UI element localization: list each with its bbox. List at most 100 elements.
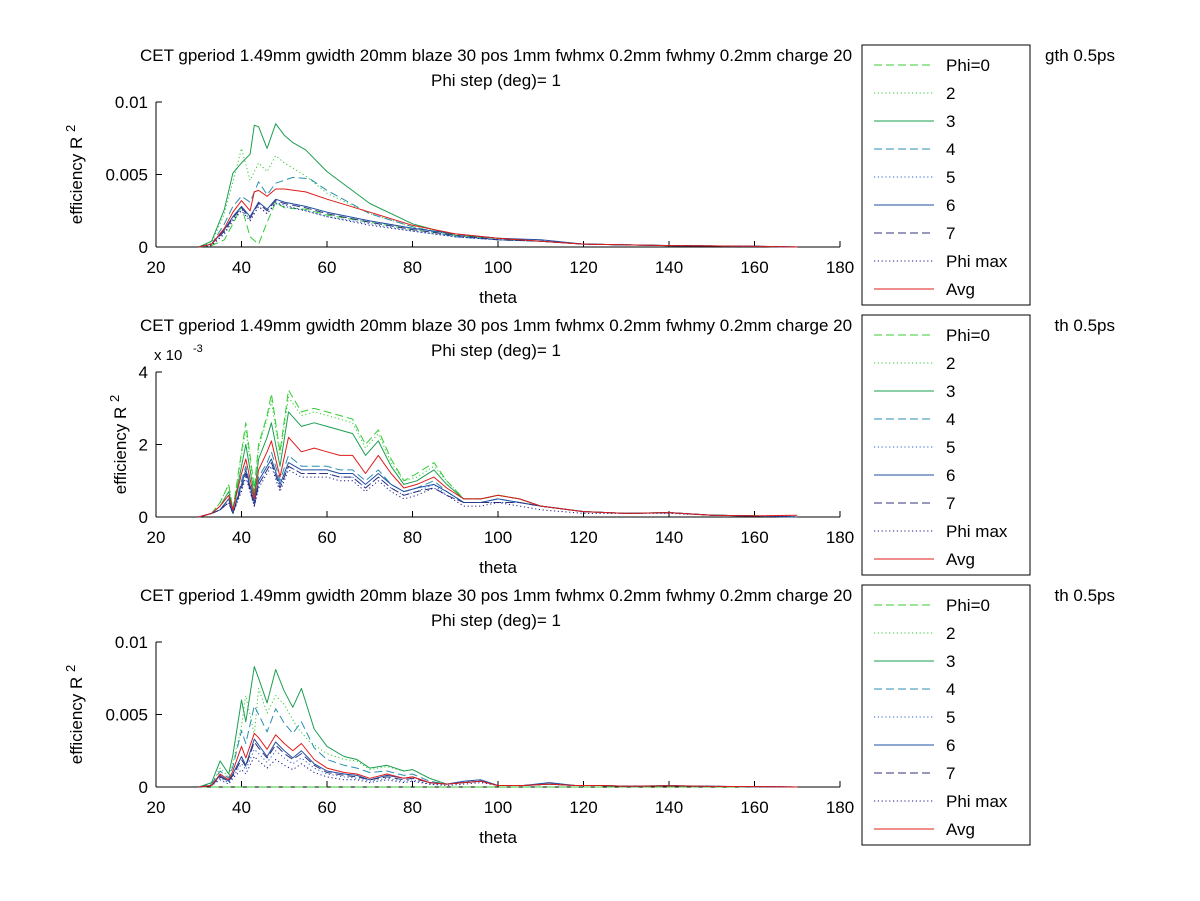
legend-item: 7 bbox=[874, 494, 955, 513]
x-tick-label: 20 bbox=[147, 798, 166, 817]
chart-title-tail: gth 0.5ps bbox=[1045, 46, 1115, 65]
legend-label: Phi max bbox=[946, 252, 1008, 271]
legend-label: 3 bbox=[946, 382, 955, 401]
legend-item: Phi=0 bbox=[874, 326, 990, 345]
x-tick-label: 160 bbox=[740, 258, 768, 277]
legend-item: Avg bbox=[874, 550, 975, 569]
legend-label: 2 bbox=[946, 624, 955, 643]
legend-label: Phi=0 bbox=[946, 56, 990, 75]
legend-item: 2 bbox=[874, 84, 955, 103]
y-tick-label: 0.01 bbox=[115, 93, 148, 112]
x-axis-label: theta bbox=[479, 828, 517, 847]
legend-item: Phi=0 bbox=[874, 56, 990, 75]
x-tick-label: 140 bbox=[655, 798, 683, 817]
legend-item: Avg bbox=[874, 280, 975, 299]
chart-title-tail: th 0.5ps bbox=[1055, 586, 1116, 605]
legend-label: 2 bbox=[946, 354, 955, 373]
series-line-avg bbox=[198, 188, 798, 248]
legend-label: 3 bbox=[946, 112, 955, 131]
x-tick-label: 120 bbox=[569, 258, 597, 277]
legend-item: 7 bbox=[874, 224, 955, 243]
legend-item: 6 bbox=[874, 736, 955, 755]
legend-item: 4 bbox=[874, 680, 955, 699]
x-tick-label: 180 bbox=[826, 528, 854, 547]
y-tick-label: 0.005 bbox=[105, 706, 148, 725]
series-line-phi-max bbox=[198, 756, 798, 788]
x-axis-label: theta bbox=[479, 288, 517, 307]
chart-title-tail: th 0.5ps bbox=[1055, 316, 1116, 335]
legend: Phi=0 2 3 4 5 6 7 Phi max Avg bbox=[861, 314, 1031, 576]
series-line-avg bbox=[198, 732, 798, 788]
series-lines bbox=[198, 389, 798, 518]
x-tick-label: 60 bbox=[318, 798, 337, 817]
y-tick-label: 0.01 bbox=[115, 633, 148, 652]
series-line-avg bbox=[198, 436, 798, 518]
legend-item: 3 bbox=[874, 112, 955, 131]
x-tick-label: 120 bbox=[569, 798, 597, 817]
legend-label: Phi max bbox=[946, 792, 1008, 811]
legend-item: 3 bbox=[874, 652, 955, 671]
legend-label: 5 bbox=[946, 438, 955, 457]
legend-item: Phi max bbox=[874, 252, 1008, 271]
legend-label: 6 bbox=[946, 196, 955, 215]
legend-label: Avg bbox=[946, 550, 975, 569]
chart-title: CET gperiod 1.49mm gwidth 20mm blaze 30 … bbox=[140, 586, 852, 605]
x-axis-label: theta bbox=[479, 558, 517, 577]
legend-item: 5 bbox=[874, 708, 955, 727]
legend-item: Phi=0 bbox=[874, 596, 990, 615]
legend-box bbox=[861, 44, 1031, 306]
series-lines bbox=[198, 666, 798, 788]
y-tick-label: 0 bbox=[139, 238, 148, 257]
y-axis-label-sup: 2 bbox=[63, 125, 78, 132]
legend-item: 7 bbox=[874, 764, 955, 783]
chart-subtitle: Phi step (deg)= 1 bbox=[431, 71, 561, 90]
chart-title-group: CET gperiod 1.49mm gwidth 20mm blaze 30 … bbox=[140, 586, 1115, 630]
x-tick-label: 80 bbox=[403, 528, 422, 547]
legend-label: Avg bbox=[946, 820, 975, 839]
legend-label: 3 bbox=[946, 652, 955, 671]
legend-box bbox=[861, 584, 1031, 846]
y-exponent-label: x 10 bbox=[154, 347, 182, 364]
x-tick-label: 100 bbox=[484, 798, 512, 817]
legend-item: 5 bbox=[874, 168, 955, 187]
y-tick-label: 0 bbox=[139, 508, 148, 527]
chart-title: CET gperiod 1.49mm gwidth 20mm blaze 30 … bbox=[140, 316, 852, 335]
legend-label: Phi=0 bbox=[946, 596, 990, 615]
legend-label: 6 bbox=[946, 466, 955, 485]
legend-item: 5 bbox=[874, 438, 955, 457]
series-line-4 bbox=[198, 451, 798, 518]
legend-label: 4 bbox=[946, 140, 955, 159]
legend-label: Avg bbox=[946, 280, 975, 299]
x-tick-label: 40 bbox=[232, 798, 251, 817]
y-exponent-sup: -3 bbox=[193, 343, 203, 355]
x-tick-label: 60 bbox=[318, 258, 337, 277]
series-lines bbox=[198, 123, 798, 248]
legend-item: Avg bbox=[874, 820, 975, 839]
legend-item: 2 bbox=[874, 624, 955, 643]
y-tick-label: 0.005 bbox=[105, 166, 148, 185]
x-tick-label: 160 bbox=[740, 798, 768, 817]
legend-item: 6 bbox=[874, 196, 955, 215]
x-tick-label: 180 bbox=[826, 798, 854, 817]
x-tick-label: 20 bbox=[147, 528, 166, 547]
x-tick-label: 40 bbox=[232, 258, 251, 277]
x-tick-label: 60 bbox=[318, 528, 337, 547]
legend-label: 7 bbox=[946, 494, 955, 513]
y-axis-label: efficiency R 2 bbox=[63, 125, 86, 225]
legend-box bbox=[861, 314, 1031, 576]
legend-label: 5 bbox=[946, 168, 955, 187]
y-axis-label-sup: 2 bbox=[63, 665, 78, 672]
legend-label: 2 bbox=[946, 84, 955, 103]
legend-item: Phi max bbox=[874, 522, 1008, 541]
legend-label: Phi=0 bbox=[946, 326, 990, 345]
y-tick-label: 4 bbox=[139, 363, 148, 382]
legend-label: 6 bbox=[946, 736, 955, 755]
x-tick-label: 120 bbox=[569, 528, 597, 547]
legend-item: 3 bbox=[874, 382, 955, 401]
x-tick-label: 180 bbox=[826, 258, 854, 277]
y-axis-label: efficiency R 2 bbox=[63, 665, 86, 765]
legend-label: 7 bbox=[946, 764, 955, 783]
y-axis-label-sup: 2 bbox=[107, 395, 122, 402]
legend-label: Phi max bbox=[946, 522, 1008, 541]
